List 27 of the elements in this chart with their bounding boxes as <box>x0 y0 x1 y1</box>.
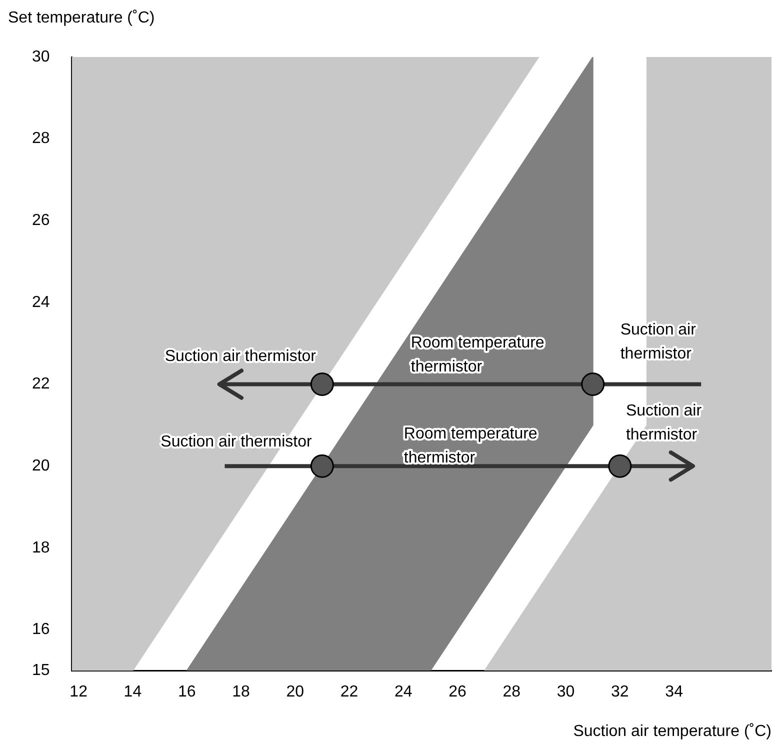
annotation: Suction air thermistor <box>164 348 317 365</box>
x-tick-label: 24 <box>394 684 412 701</box>
x-axis-title: Suction air temperature (˚C) <box>573 722 772 740</box>
annotation: Suction air thermistor <box>160 434 312 451</box>
y-tick-label: 24 <box>32 294 50 311</box>
y-tick-label: 20 <box>32 457 50 474</box>
y-tick-label: 16 <box>32 621 50 638</box>
x-tick-label: 34 <box>665 684 684 701</box>
x-tick-label: 12 <box>70 684 88 701</box>
annotation: Suction air thermistor <box>620 322 697 363</box>
y-tick-label: 30 <box>32 48 50 66</box>
x-tick-label: 30 <box>556 684 575 701</box>
x-tick-label: 32 <box>611 684 629 701</box>
x-tick-label: 14 <box>124 684 142 701</box>
x-tick-label: 16 <box>178 684 196 701</box>
x-tick-label: 22 <box>340 684 358 701</box>
x-tick-label: 18 <box>232 684 250 701</box>
y-tick-label: 22 <box>32 376 50 393</box>
y-tick-label: 26 <box>32 212 50 230</box>
y-tick-label: 15 <box>32 662 50 680</box>
y-tick-label: 28 <box>32 130 50 148</box>
y-tick-label: 18 <box>32 539 50 556</box>
x-tick-label: 28 <box>502 684 521 701</box>
x-tick-label: 20 <box>286 684 304 701</box>
x-tick-label: 26 <box>448 684 467 701</box>
annotation: Suction air thermistor <box>626 402 702 444</box>
y-axis-title: Set temperature (˚C) <box>8 9 155 26</box>
